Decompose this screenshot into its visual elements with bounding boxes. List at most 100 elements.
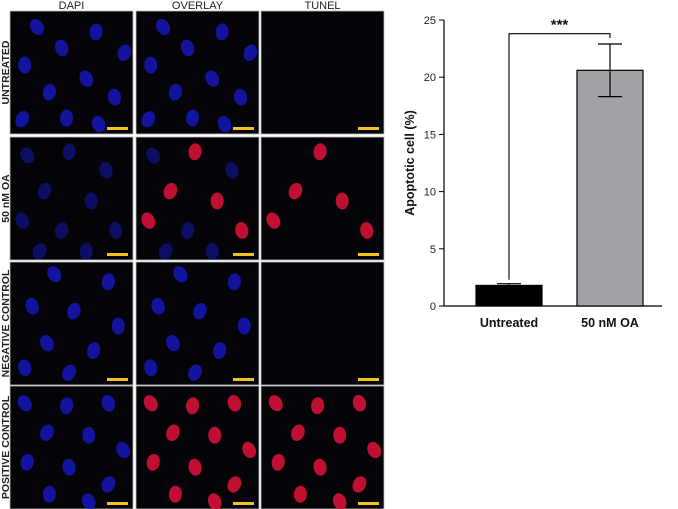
nucleus — [233, 88, 248, 106]
micro-tile-r3-c2 — [260, 385, 385, 509]
nucleus — [55, 222, 69, 239]
nucleus — [25, 297, 39, 315]
nucleus — [18, 56, 32, 74]
scale-bar — [107, 127, 128, 130]
scale-bar — [107, 253, 128, 256]
nucleus — [288, 182, 303, 200]
micro-tile-r0-c0 — [9, 10, 134, 135]
nucleus — [60, 109, 74, 127]
nucleus — [311, 397, 325, 415]
nucleus — [37, 182, 52, 200]
row-label-3: POSITIVE CONTROL — [0, 395, 12, 499]
nucleus — [20, 147, 35, 164]
nucleus — [210, 192, 224, 210]
nucleus — [271, 453, 285, 471]
nucleus — [293, 485, 307, 503]
nucleus — [313, 143, 327, 161]
nucleus — [84, 192, 98, 210]
nucleus — [91, 115, 106, 133]
micro-tile-r2-c0 — [9, 261, 134, 386]
scale-bar — [107, 378, 128, 381]
micro-tile-r0-c2 — [260, 10, 385, 135]
micro-tile-r1-c0 — [9, 136, 134, 261]
nucleus — [227, 273, 241, 291]
nucleus — [40, 424, 54, 442]
nucleus — [352, 394, 367, 412]
nucleus — [213, 342, 227, 359]
y-tick-label: 5 — [430, 244, 436, 256]
nucleus — [237, 317, 251, 335]
nucleus — [116, 441, 131, 459]
tile-background — [260, 261, 385, 386]
nucleus — [18, 359, 32, 377]
nucleus — [101, 273, 115, 291]
micro-tile-r1-c1 — [135, 136, 260, 261]
nucleus — [242, 441, 257, 459]
nucleus — [67, 302, 81, 320]
nucleus — [166, 335, 180, 352]
nucleus — [79, 242, 93, 260]
nucleus — [266, 212, 281, 229]
nucleus — [42, 83, 56, 101]
tile-background — [260, 10, 385, 135]
nucleus — [166, 424, 180, 442]
x-tick-label-1: 50 nM OA — [581, 316, 639, 330]
nucleus — [89, 23, 103, 41]
nucleus — [54, 39, 69, 57]
y-tick-label: 25 — [424, 15, 436, 27]
nucleus — [313, 458, 327, 476]
nucleus — [205, 242, 219, 260]
x-tick-label-0: Untreated — [480, 316, 538, 330]
scale-bar — [358, 502, 379, 505]
nucleus — [186, 109, 200, 127]
nucleus — [215, 23, 229, 41]
nucleus — [99, 161, 113, 179]
nucleus — [146, 147, 161, 164]
nucleus — [87, 342, 101, 359]
column-label-0: DAPI — [59, 0, 85, 12]
nucleus — [205, 70, 220, 87]
y-tick-label: 0 — [430, 301, 436, 313]
row-label-2: NEGATIVE CONTROL — [0, 269, 12, 377]
micro-tile-r2-c1 — [135, 261, 260, 386]
nucleus — [367, 441, 382, 459]
nucleus — [243, 44, 258, 62]
nucleus — [235, 222, 249, 239]
nucleus — [352, 476, 367, 493]
micro-tile-r2-c2 — [260, 261, 385, 386]
nucleus — [146, 453, 160, 471]
nucleus — [40, 335, 54, 352]
nucleus — [335, 192, 349, 210]
nucleus — [62, 458, 76, 476]
nucleus — [227, 394, 242, 412]
nucleus — [168, 83, 182, 101]
nucleus — [42, 485, 56, 503]
nucleus — [225, 161, 239, 179]
nucleus — [141, 212, 156, 229]
nucleus — [186, 397, 200, 415]
nucleus — [208, 426, 222, 444]
y-tick-label: 15 — [424, 129, 436, 141]
nucleus — [141, 111, 156, 128]
micro-tile-r1-c2 — [260, 136, 385, 261]
nucleus — [143, 395, 158, 412]
nucleus — [17, 395, 32, 412]
nucleus — [158, 243, 173, 260]
nucleus — [79, 70, 94, 87]
nucleus — [47, 266, 62, 283]
nucleus — [82, 426, 96, 444]
nucleus — [32, 243, 47, 260]
nucleus — [62, 364, 76, 381]
nucleus — [181, 222, 195, 239]
nucleus — [168, 485, 182, 503]
micro-tile-r0-c1 — [135, 10, 260, 135]
nucleus — [188, 143, 202, 161]
scale-bar — [358, 127, 379, 130]
y-tick-label: 10 — [424, 187, 436, 199]
nucleus — [144, 359, 158, 377]
nucleus — [217, 115, 232, 133]
y-axis-title: Apoptotic cell (%) — [403, 110, 417, 216]
nucleus — [81, 493, 96, 509]
nucleus — [180, 39, 195, 57]
micro-tile-r3-c0 — [9, 385, 134, 509]
